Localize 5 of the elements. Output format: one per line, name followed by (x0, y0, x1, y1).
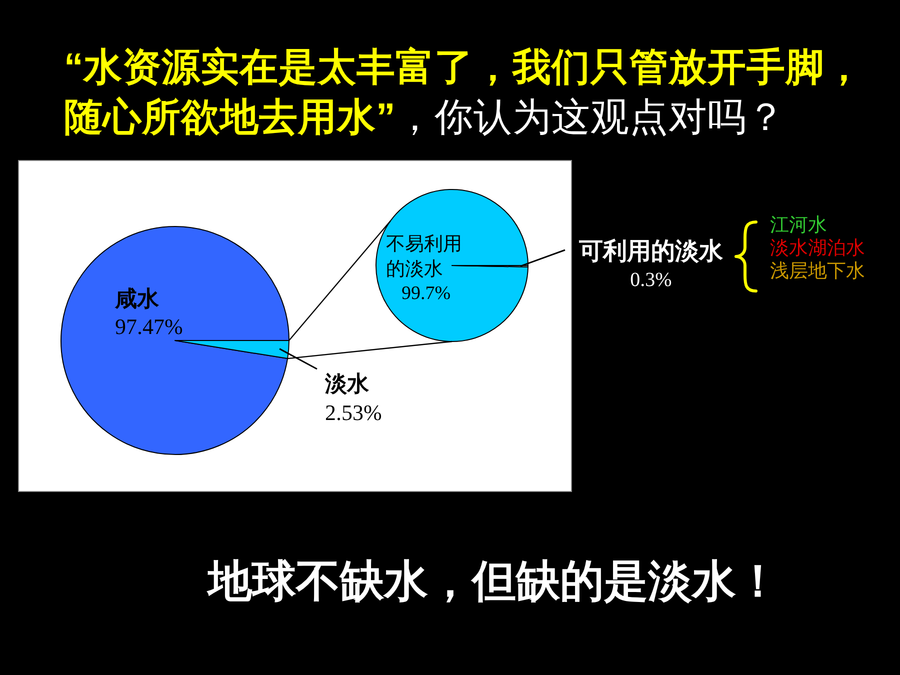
item: 淡水湖泊水 (770, 237, 865, 260)
title: “水资源实在是太丰富了，我们只管放开手脚，随心所欲地去用水”，你认为这观点对吗？ (64, 45, 864, 141)
item: 浅层地下水 (770, 260, 865, 283)
item: 江河水 (770, 214, 827, 237)
annotation: 地球不缺水，但缺的是淡水！ (206, 557, 781, 607)
